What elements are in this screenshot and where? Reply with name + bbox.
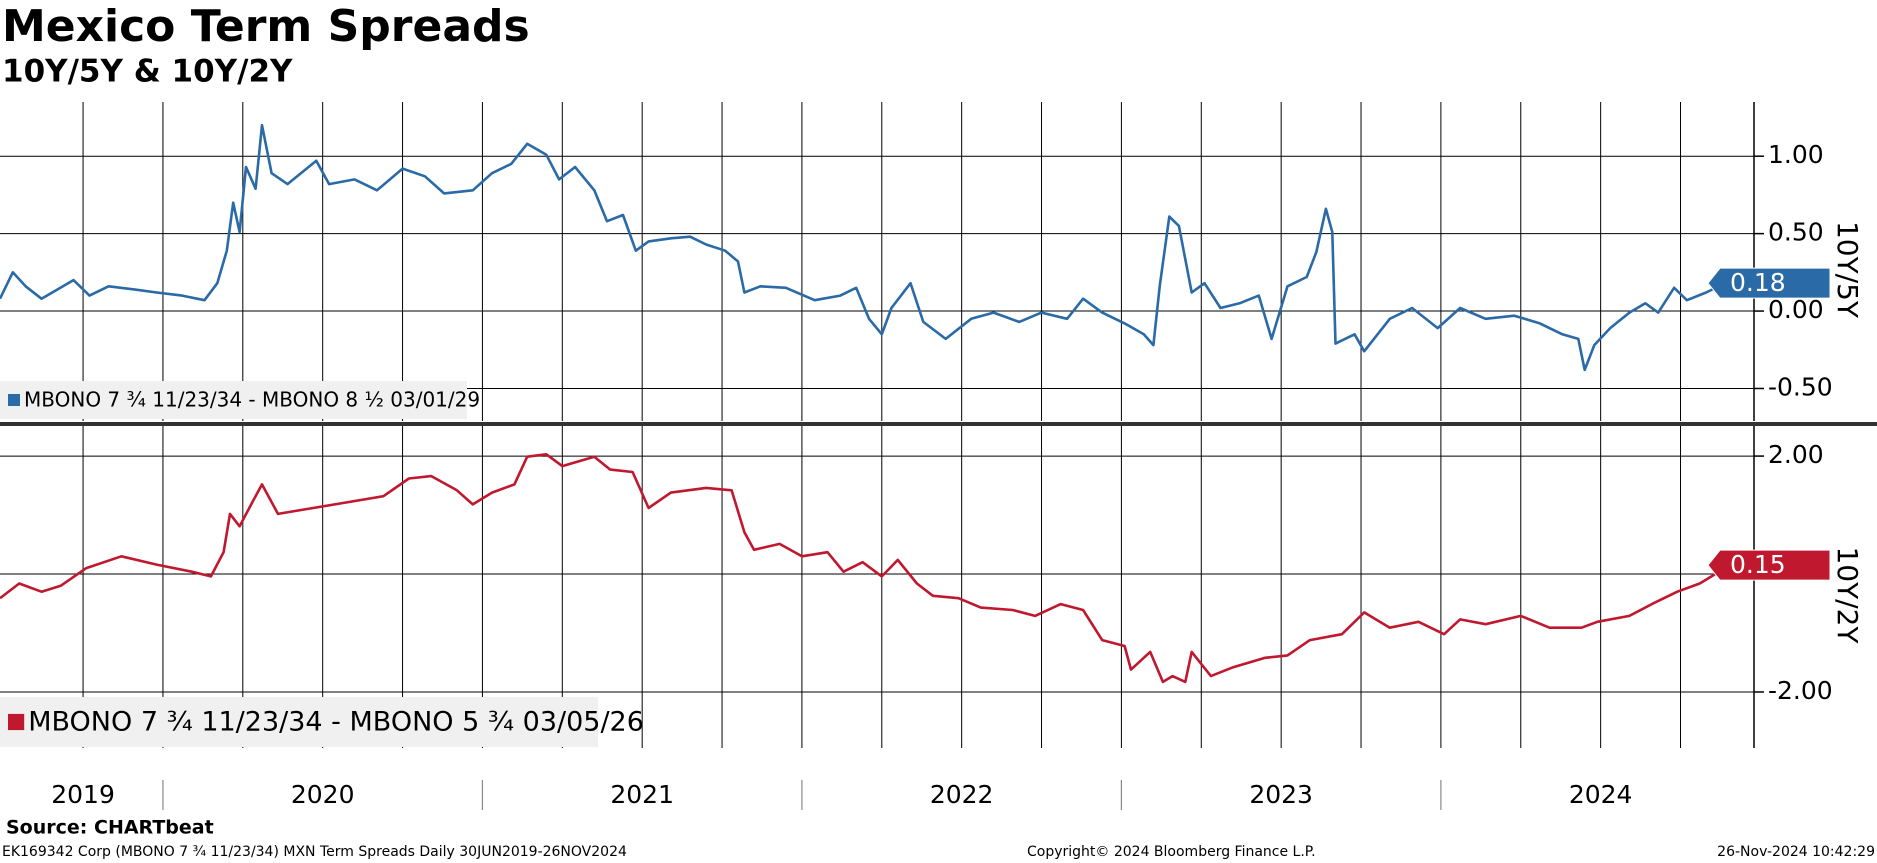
x-tick-label: 2021 bbox=[610, 780, 674, 809]
legend-swatch bbox=[8, 713, 25, 731]
source: Source: CHARTbeat bbox=[6, 817, 214, 839]
y-tick-label: -0.50 bbox=[1768, 372, 1833, 401]
chart-title: Mexico Term Spreads bbox=[2, 1, 530, 52]
y-tick-label: 1.00 bbox=[1768, 140, 1824, 169]
chart-subtitle: 10Y/5Y & 10Y/2Y bbox=[2, 54, 293, 90]
last-value-label: 0.18 bbox=[1730, 268, 1786, 297]
legend-label: MBONO 7 ¾ 11/23/34 - MBONO 8 ½ 03/01/29 bbox=[24, 388, 480, 412]
x-tick-label: 2020 bbox=[291, 780, 355, 809]
y-tick-label: -2.00 bbox=[1768, 676, 1833, 705]
axis-title: 10Y/2Y bbox=[1831, 546, 1864, 644]
x-tick-label: 2019 bbox=[51, 780, 115, 809]
legend-box bbox=[0, 381, 467, 419]
legend-swatch bbox=[8, 394, 20, 406]
x-tick-label: 2024 bbox=[1569, 780, 1633, 809]
x-tick-label: 2022 bbox=[930, 780, 994, 809]
y-tick-label: 0.00 bbox=[1768, 295, 1824, 324]
last-value-tag bbox=[1707, 549, 1831, 581]
series-line bbox=[0, 123, 1726, 372]
series-line bbox=[0, 453, 1726, 684]
x-tick-label: 2023 bbox=[1249, 780, 1313, 809]
legend-box bbox=[0, 697, 598, 747]
y-tick-label: 2.00 bbox=[1768, 440, 1824, 469]
footer-center: Copyright© 2024 Bloomberg Finance L.P. bbox=[1027, 844, 1316, 860]
last-value-label: 0.15 bbox=[1730, 550, 1786, 579]
footer-left: EK169342 Corp (MBONO 7 ¾ 11/23/34) MXN T… bbox=[2, 844, 627, 860]
axis-title: 10Y/5Y bbox=[1831, 221, 1864, 319]
legend-label: MBONO 7 ¾ 11/23/34 - MBONO 5 ¾ 03/05/26 bbox=[28, 707, 644, 738]
last-value-tag bbox=[1707, 267, 1831, 299]
footer-right: 26-Nov-2024 10:42:29 bbox=[1717, 844, 1875, 860]
y-tick-label: 0.50 bbox=[1768, 218, 1824, 247]
